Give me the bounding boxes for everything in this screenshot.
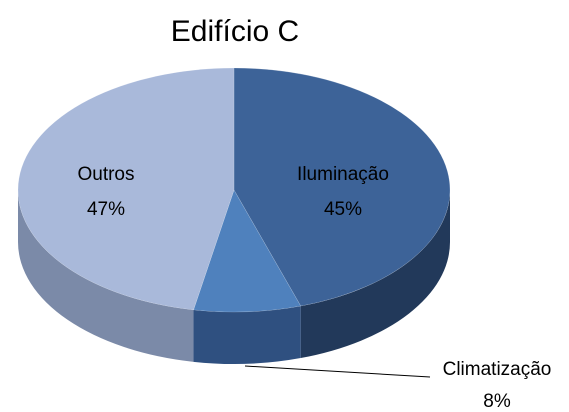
pie-slice bbox=[17, 67, 235, 311]
slice-label: Outros bbox=[77, 164, 134, 185]
chart-title: Edifício C bbox=[171, 15, 299, 48]
pie-slice bbox=[193, 189, 302, 313]
leader-line bbox=[244, 365, 431, 378]
pie-side bbox=[300, 190, 450, 359]
slice-value: 45% bbox=[324, 199, 362, 220]
pie-slice bbox=[233, 67, 451, 307]
slice-label: Iluminação bbox=[297, 164, 389, 185]
slice-label: Climatização bbox=[443, 359, 552, 380]
slice-value: 8% bbox=[483, 391, 511, 412]
pie-side bbox=[18, 190, 194, 362]
pie-side bbox=[193, 306, 301, 364]
slice-value: 47% bbox=[87, 199, 125, 220]
